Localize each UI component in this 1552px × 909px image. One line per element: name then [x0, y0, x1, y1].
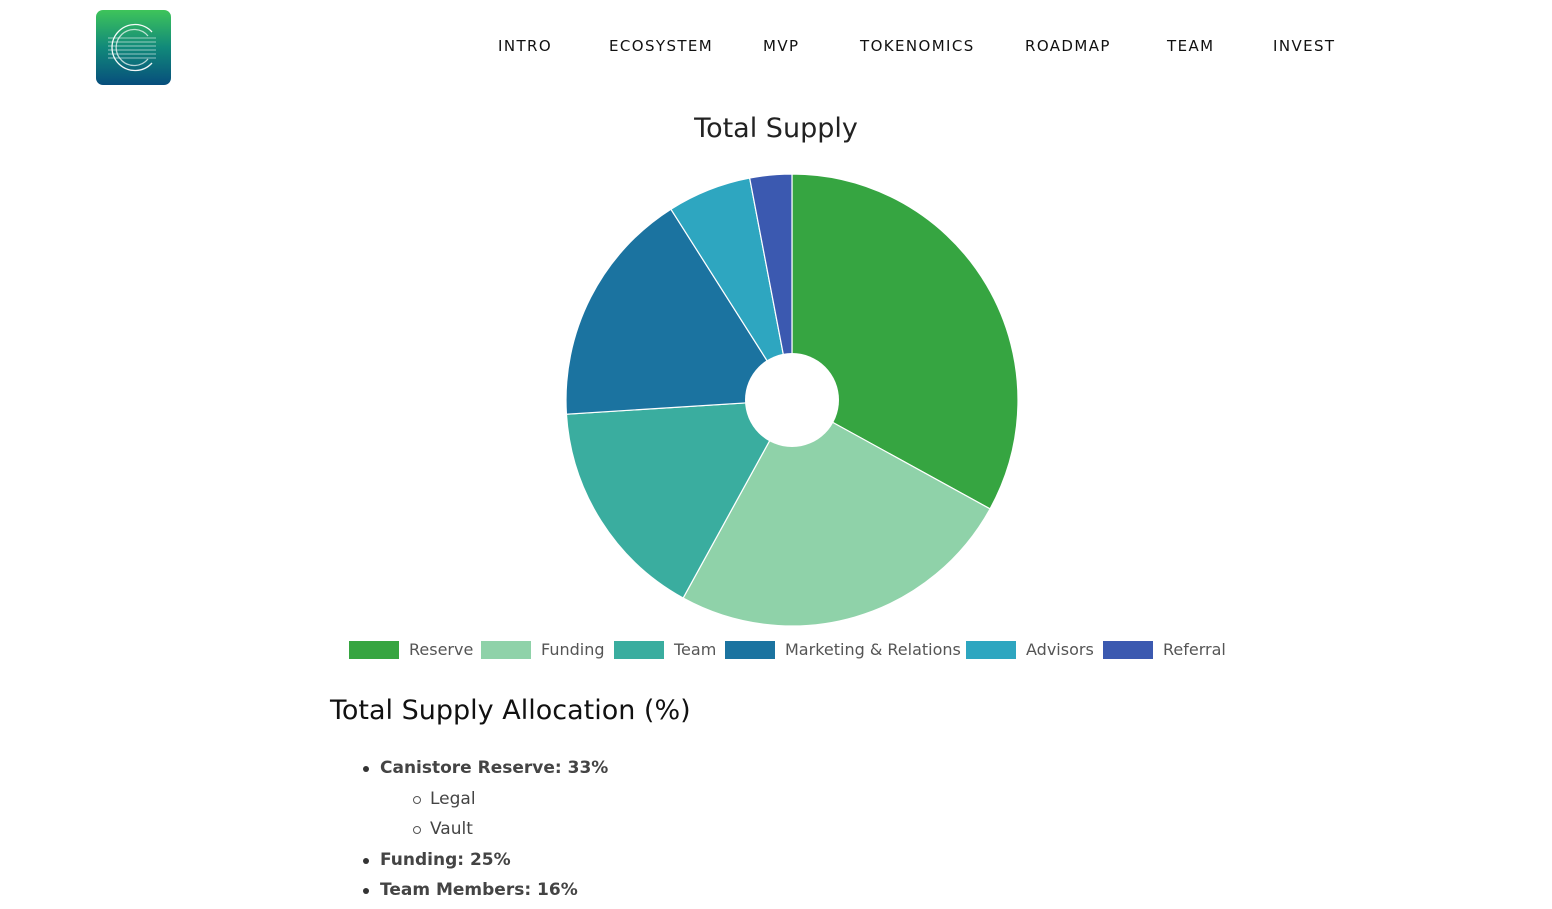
pie-slice-marketing-relations[interactable]	[565, 208, 794, 415]
legend-swatch	[966, 641, 1016, 659]
pie-slice-team[interactable]	[565, 399, 794, 599]
legend-swatch	[614, 641, 664, 659]
nav-item-intro[interactable]: INTRO	[498, 37, 553, 55]
legend-label: Reserve	[409, 640, 474, 659]
allocation-heading: Total Supply Allocation (%)	[330, 695, 691, 726]
list-item-text: Funding: 25%	[380, 849, 511, 870]
pie-slice-reserve[interactable]	[791, 173, 1019, 510]
main-nav: INTRO ECOSYSTEM MVP TOKENOMICS ROADMAP T…	[0, 37, 1552, 59]
legend-swatch	[725, 641, 775, 659]
nav-item-roadmap[interactable]: ROADMAP	[1025, 37, 1111, 55]
bullet-circle-icon	[413, 826, 421, 834]
legend-label: Team	[674, 640, 717, 659]
sub-list-item-text: Vault	[430, 819, 473, 839]
legend-label: Marketing & Relations	[785, 640, 961, 659]
bullet-circle-icon	[413, 795, 421, 804]
nav-item-invest[interactable]: INVEST	[1273, 37, 1336, 55]
donut-hole	[745, 353, 839, 447]
list-item-text: Canistore Reserve: 33%	[380, 758, 609, 778]
bullet-dot-icon	[363, 766, 369, 772]
legend-swatch	[481, 641, 531, 659]
bullet-dot-icon	[363, 857, 369, 864]
bullet-dot-icon	[363, 888, 369, 894]
legend-swatch	[349, 641, 399, 659]
nav-item-mvp[interactable]: MVP	[763, 37, 800, 55]
list-item-text: Team Members: 16%	[380, 880, 578, 900]
logo[interactable]	[96, 10, 171, 85]
chart-legend: Reserve Funding Team Marketing & Relatio…	[0, 640, 1552, 662]
nav-item-team[interactable]: TEAM	[1167, 37, 1215, 55]
sub-list-item-text: Legal	[430, 788, 476, 809]
pie-slice-referral[interactable]	[748, 173, 793, 401]
nav-item-ecosystem[interactable]: ECOSYSTEM	[609, 37, 714, 55]
total-supply-pie-chart[interactable]	[540, 160, 1045, 640]
legend-label: Advisors	[1026, 640, 1094, 659]
legend-swatch	[1103, 641, 1153, 659]
chart-title: Total Supply	[694, 113, 858, 144]
legend-label: Referral	[1163, 640, 1226, 659]
nav-item-tokenomics[interactable]: TOKENOMICS	[860, 37, 975, 55]
legend-label: Funding	[541, 640, 605, 659]
pie-slice-funding[interactable]	[682, 399, 991, 627]
logo-mark-icon	[108, 23, 156, 72]
